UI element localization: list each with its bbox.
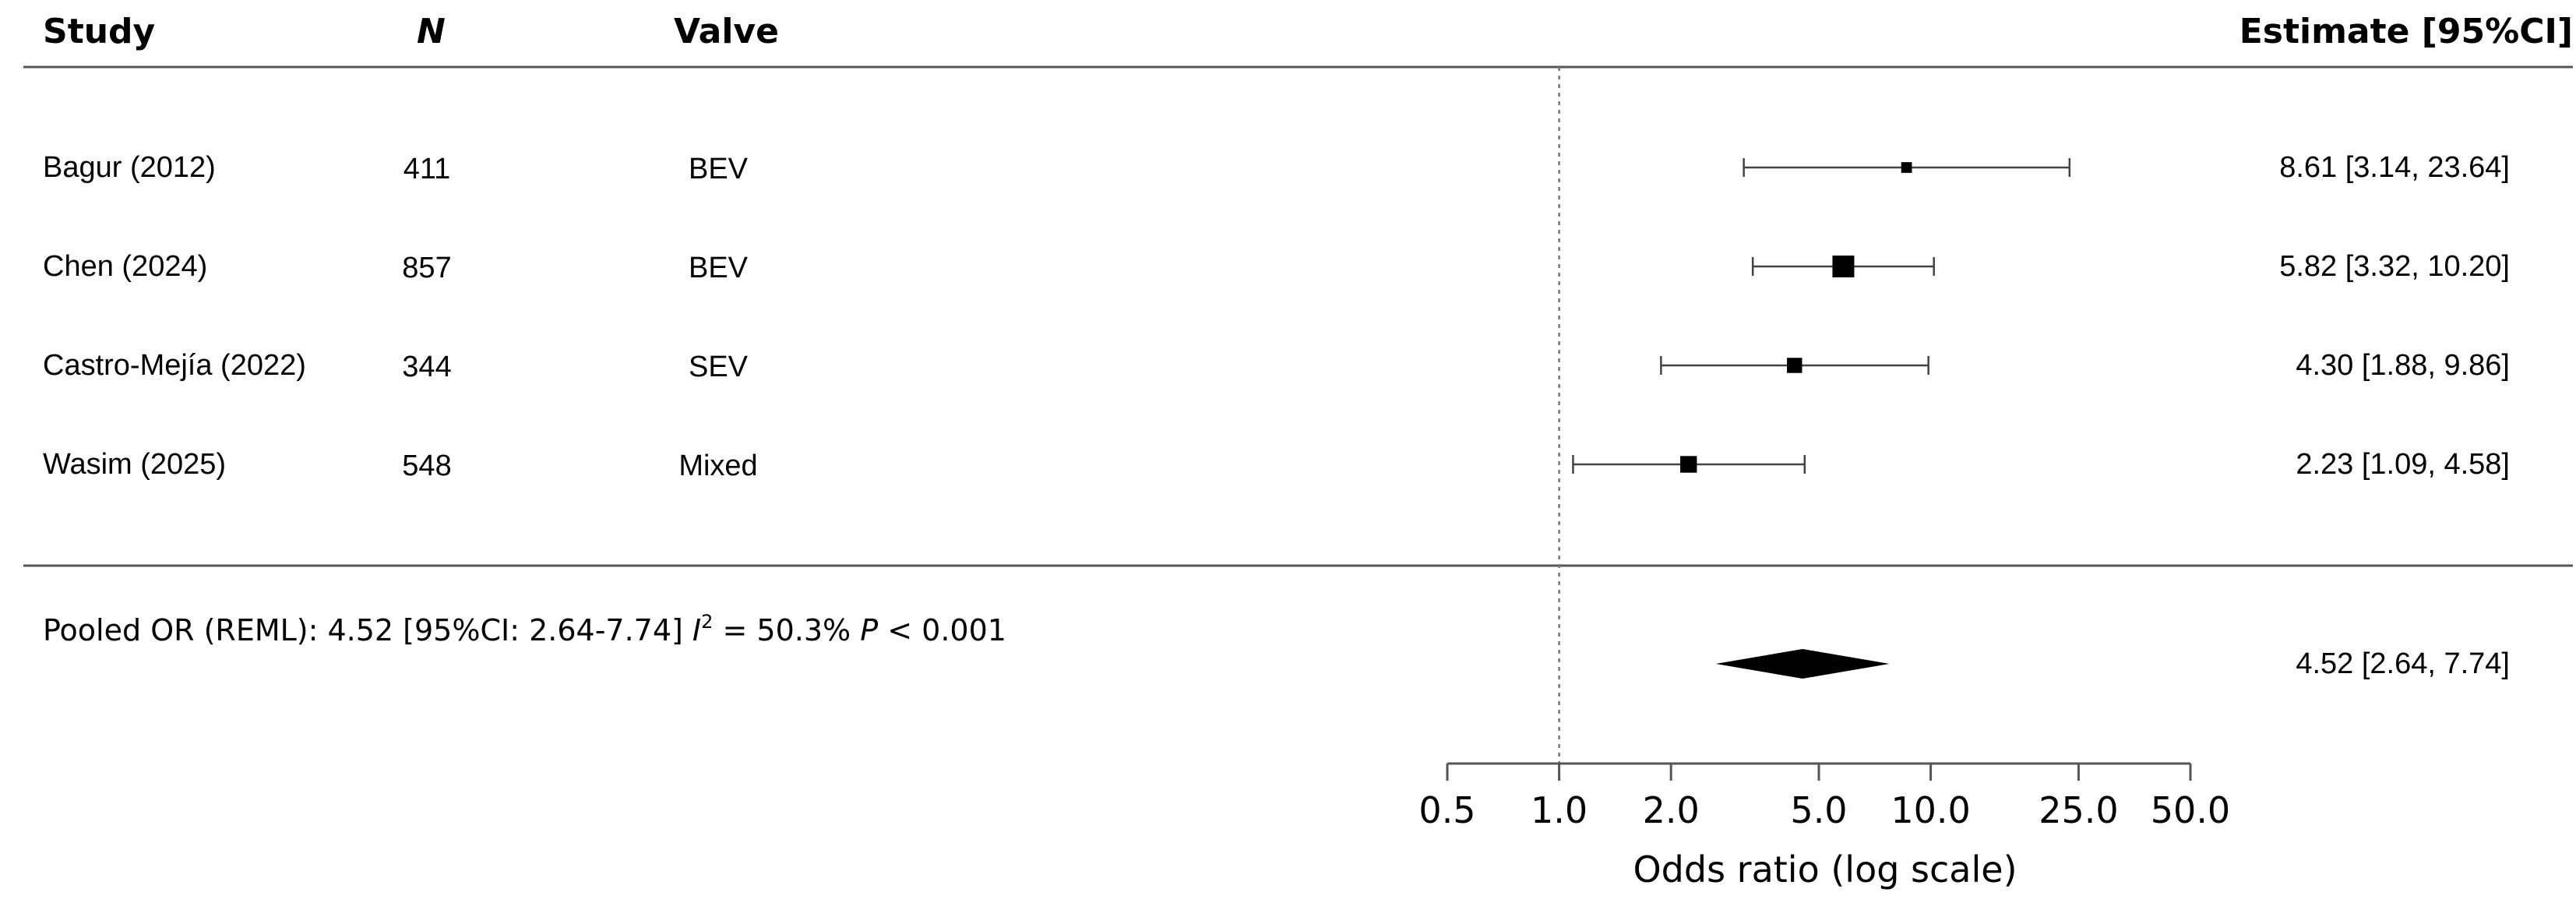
study-estimate-label: 5.82 [3.32, 10.20] xyxy=(2279,250,2510,283)
pooled-diamond xyxy=(1715,649,1890,679)
x-tick-label: 25.0 xyxy=(2039,789,2118,831)
i-squared-value: = 50.3% xyxy=(713,613,860,647)
x-tick-label: 5.0 xyxy=(1790,789,1847,831)
study-estimate-label: 2.23 [1.09, 4.58] xyxy=(2296,448,2510,481)
pooled-prefix: Pooled OR (REML): 4.52 [95%CI: 2.64-7.74… xyxy=(43,613,692,647)
study-valve: Mixed xyxy=(678,450,757,482)
study-n: 857 xyxy=(402,252,451,284)
p-value: < 0.001 xyxy=(878,613,1006,647)
x-tick-label: 10.0 xyxy=(1891,789,1970,831)
i-squared-superscript: 2 xyxy=(701,611,713,633)
point-estimate-square xyxy=(1787,358,1802,373)
study-name: Castro-Mejía (2022) xyxy=(43,349,306,382)
i-squared-symbol: I xyxy=(692,613,701,647)
study-rows: Bagur (2012) 411 BEV 8.61 [3.14, 23.64] Chen… xyxy=(43,151,2510,482)
header-n: N xyxy=(417,12,446,51)
x-tick-label: 0.5 xyxy=(1418,789,1475,831)
study-valve: BEV xyxy=(689,153,749,185)
header-estimate: Estimate [95%CI] xyxy=(2239,12,2573,51)
study-name: Bagur (2012) xyxy=(43,151,216,184)
x-tick-label: 1.0 xyxy=(1531,789,1588,831)
x-axis-label: Odds ratio (log scale) xyxy=(1633,848,2017,891)
study-n: 411 xyxy=(403,153,451,185)
x-axis: 0.5 1.0 2.0 5.0 10.0 25.0 50.0 xyxy=(1418,762,2230,831)
study-valve: SEV xyxy=(689,351,749,383)
study-valve: BEV xyxy=(689,252,749,284)
point-estimate-square xyxy=(1680,456,1697,473)
x-tick-label: 50.0 xyxy=(2151,789,2230,831)
study-estimate-label: 4.30 [1.88, 9.86] xyxy=(2296,349,2510,382)
study-n: 344 xyxy=(402,351,451,383)
x-tick-label: 2.0 xyxy=(1643,789,1700,831)
pooled-estimate-label: 4.52 [2.64, 7.74] xyxy=(2296,647,2510,680)
point-estimate-square xyxy=(1832,256,1855,277)
pooled-summary-text: Pooled OR (REML): 4.52 [95%CI: 2.64-7.74… xyxy=(43,611,1006,647)
header-valve: Valve xyxy=(674,12,779,51)
p-symbol: P xyxy=(860,613,878,647)
study-name: Wasim (2025) xyxy=(43,448,226,481)
header-study: Study xyxy=(43,12,155,51)
study-n: 548 xyxy=(402,450,451,482)
point-estimate-square xyxy=(1901,162,1912,173)
study-name: Chen (2024) xyxy=(43,250,207,283)
study-estimate-label: 8.61 [3.14, 23.64] xyxy=(2279,151,2510,184)
